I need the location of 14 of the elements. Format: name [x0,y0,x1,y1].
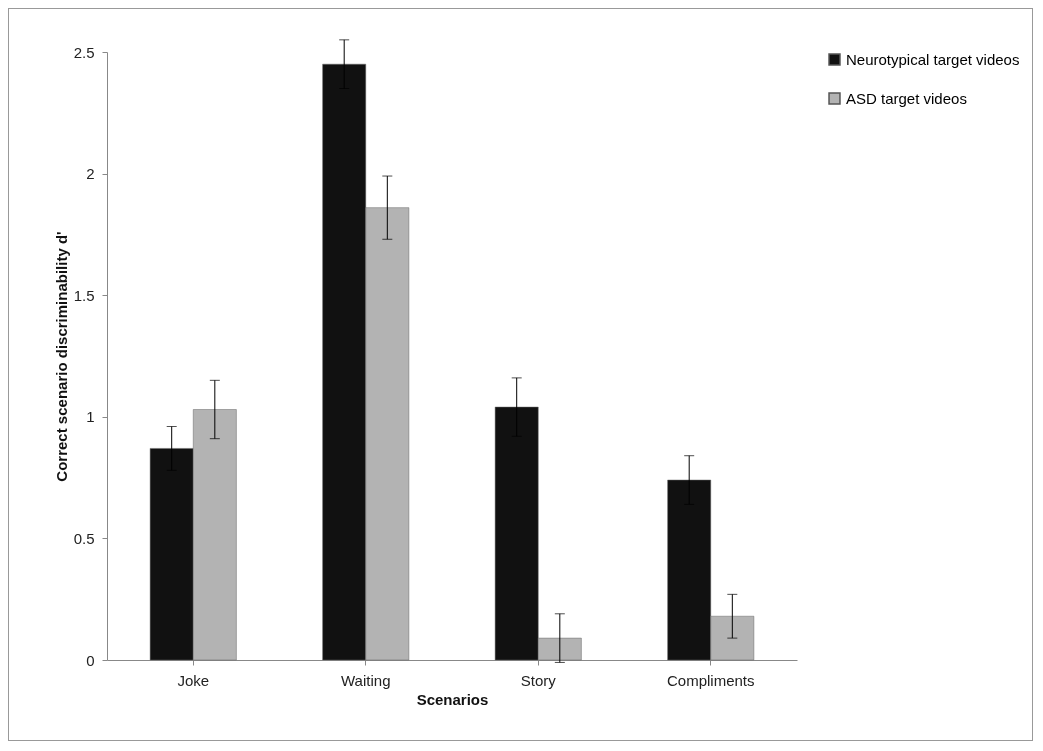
y-tick-label: 1.5 [73,286,95,304]
legend-label: Neurotypical target videos [846,50,1020,68]
x-axis-title: Scenarios [416,690,489,708]
y-tick-label: 2 [86,165,95,183]
legend-label: ASD target videos [846,89,967,107]
y-tick-label: 0 [86,651,95,669]
y-tick-label: 2.5 [73,43,95,61]
x-tick-label: Joke [177,671,210,689]
y-tick-label: 1 [86,408,95,426]
y-tick-label: 0.5 [73,529,95,547]
x-tick-label: Story [520,671,557,689]
x-tick-label: Waiting [341,671,391,689]
x-tick-label: Compliments [666,671,755,689]
y-axis-title: Correct scenario discriminability d' [52,231,70,482]
